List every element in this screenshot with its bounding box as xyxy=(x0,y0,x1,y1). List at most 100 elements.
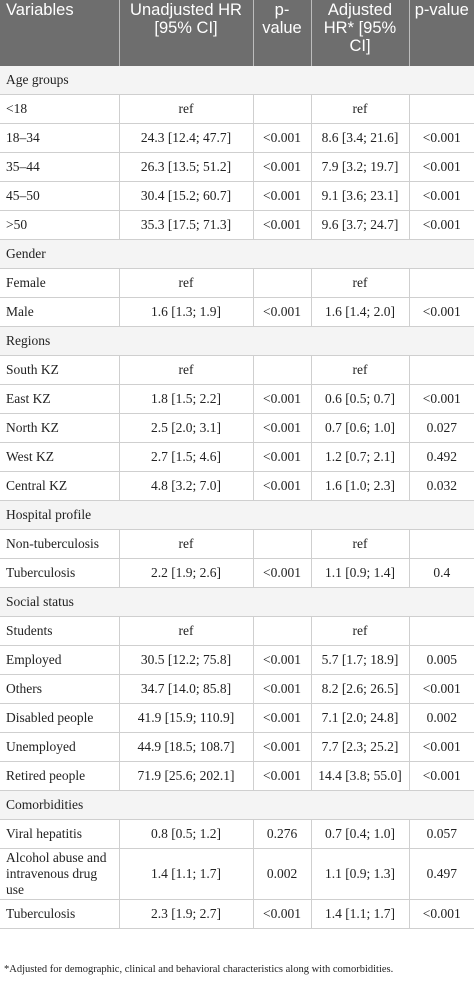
unadjusted-hr-cell: 0.8 [0.5; 1.2] xyxy=(119,819,254,849)
unadjusted-p-cell: <0.001 xyxy=(253,703,312,733)
adjusted-hr-cell: 8.6 [3.4; 21.6] xyxy=(311,123,410,153)
adjusted-hr-cell: 1.1 [0.9; 1.4] xyxy=(311,558,410,588)
table-row: Male 1.6 [1.3; 1.9] <0.001 1.6 [1.4; 2.0] <0… xyxy=(0,297,474,327)
table-row: <18 ref ref xyxy=(0,94,474,124)
unadjusted-hr-cell: 71.9 [25.6; 202.1] xyxy=(119,761,254,791)
row-label: West KZ xyxy=(0,442,120,472)
table-footnote: *Adjusted for demographic, clinical and … xyxy=(4,964,394,975)
row-label: Female xyxy=(0,268,120,298)
row-label: Others xyxy=(0,674,120,704)
table-row: Retired people 71.9 [25.6; 202.1] <0.001 14… xyxy=(0,761,474,791)
table-row: Tuberculosis 2.3 [1.9; 2.7] <0.001 1.4 [1.1… xyxy=(0,899,474,929)
unadjusted-hr-cell: 30.4 [15.2; 60.7] xyxy=(119,181,254,211)
row-label: 45–50 xyxy=(0,181,120,211)
adjusted-hr-cell: 14.4 [3.8; 55.0] xyxy=(311,761,410,791)
unadjusted-hr-cell: 26.3 [13.5; 51.2] xyxy=(119,152,254,182)
adjusted-hr-cell: 7.9 [3.2; 19.7] xyxy=(311,152,410,182)
adjusted-p-cell: 0.002 xyxy=(409,703,474,733)
adjusted-p-cell: 0.005 xyxy=(409,645,474,675)
adjusted-p-cell xyxy=(409,355,474,385)
unadjusted-hr-cell: 35.3 [17.5; 71.3] xyxy=(119,210,254,240)
table-row: South KZ ref ref xyxy=(0,355,474,385)
table-row: Students ref ref xyxy=(0,616,474,646)
table-row: 45–50 30.4 [15.2; 60.7] <0.001 9.1 [3.6; 23… xyxy=(0,181,474,211)
row-label: Tuberculosis xyxy=(0,558,120,588)
row-label: South KZ xyxy=(0,355,120,385)
adjusted-p-cell: <0.001 xyxy=(409,152,474,182)
unadjusted-hr-cell: 2.2 [1.9; 2.6] xyxy=(119,558,254,588)
group-label: Regions xyxy=(0,326,474,356)
row-label: Employed xyxy=(0,645,120,675)
adjusted-p-cell: <0.001 xyxy=(409,899,474,929)
adjusted-p-cell xyxy=(409,94,474,124)
row-label: Students xyxy=(0,616,120,646)
table-row: Viral hepatitis 0.8 [0.5; 1.2] 0.276 0.7 [0… xyxy=(0,819,474,849)
hazard-ratio-table: Variables Unadjusted HR [95% CI] p-value… xyxy=(0,0,474,929)
adjusted-hr-cell: 1.2 [0.7; 2.1] xyxy=(311,442,410,472)
adjusted-hr-cell: ref xyxy=(311,529,410,559)
unadjusted-hr-cell: 30.5 [12.2; 75.8] xyxy=(119,645,254,675)
unadjusted-p-cell: <0.001 xyxy=(253,645,312,675)
adjusted-p-cell xyxy=(409,268,474,298)
adjusted-p-cell: <0.001 xyxy=(409,297,474,327)
unadjusted-hr-cell: 2.5 [2.0; 3.1] xyxy=(119,413,254,443)
unadjusted-p-cell: <0.001 xyxy=(253,674,312,704)
unadjusted-p-cell: <0.001 xyxy=(253,471,312,501)
unadjusted-hr-cell: 1.6 [1.3; 1.9] xyxy=(119,297,254,327)
group-header-row: Age groups xyxy=(0,66,474,95)
adjusted-p-cell: <0.001 xyxy=(409,732,474,762)
row-label: Central KZ xyxy=(0,471,120,501)
row-label: Male xyxy=(0,297,120,327)
row-label: Alcohol abuse and intravenous drug use xyxy=(0,848,120,900)
adjusted-p-cell: 0.032 xyxy=(409,471,474,501)
table-row: West KZ 2.7 [1.5; 4.6] <0.001 1.2 [0.7; 2.1… xyxy=(0,442,474,472)
unadjusted-hr-cell: 2.7 [1.5; 4.6] xyxy=(119,442,254,472)
row-label: Non-tuberculosis xyxy=(0,529,120,559)
row-label: Viral hepatitis xyxy=(0,819,120,849)
table-row: Female ref ref xyxy=(0,268,474,298)
adjusted-hr-cell: 1.4 [1.1; 1.7] xyxy=(311,899,410,929)
table-row: Others 34.7 [14.0; 85.8] <0.001 8.2 [2.6; 2… xyxy=(0,674,474,704)
unadjusted-hr-cell: 1.4 [1.1; 1.7] xyxy=(119,848,254,900)
header-row: Variables Unadjusted HR [95% CI] p-value… xyxy=(0,0,474,66)
row-label: <18 xyxy=(0,94,120,124)
adjusted-hr-cell: 7.7 [2.3; 25.2] xyxy=(311,732,410,762)
unadjusted-p-cell: <0.001 xyxy=(253,558,312,588)
adjusted-p-cell: <0.001 xyxy=(409,384,474,414)
table-row: 35–44 26.3 [13.5; 51.2] <0.001 7.9 [3.2; 19… xyxy=(0,152,474,182)
group-label: Age groups xyxy=(0,66,474,95)
table-row: 18–34 24.3 [12.4; 47.7] <0.001 8.6 [3.4; 21… xyxy=(0,123,474,153)
table-row: East KZ 1.8 [1.5; 2.2] <0.001 0.6 [0.5; 0.7… xyxy=(0,384,474,414)
header-unadjusted-p: p-value xyxy=(253,0,312,66)
adjusted-p-cell: <0.001 xyxy=(409,181,474,211)
adjusted-hr-cell: ref xyxy=(311,616,410,646)
unadjusted-p-cell xyxy=(253,355,312,385)
unadjusted-p-cell: <0.001 xyxy=(253,384,312,414)
adjusted-hr-cell: ref xyxy=(311,94,410,124)
table-header: Variables Unadjusted HR [95% CI] p-value… xyxy=(0,0,474,66)
unadjusted-p-cell xyxy=(253,94,312,124)
unadjusted-hr-cell: ref xyxy=(119,616,254,646)
adjusted-p-cell: <0.001 xyxy=(409,123,474,153)
adjusted-hr-cell: 7.1 [2.0; 24.8] xyxy=(311,703,410,733)
group-header-row: Gender xyxy=(0,239,474,269)
header-variables: Variables xyxy=(0,0,120,66)
row-label: 35–44 xyxy=(0,152,120,182)
table-row: North KZ 2.5 [2.0; 3.1] <0.001 0.7 [0.6; 1.… xyxy=(0,413,474,443)
unadjusted-p-cell: <0.001 xyxy=(253,152,312,182)
row-label: Unemployed xyxy=(0,732,120,762)
adjusted-hr-cell: 9.6 [3.7; 24.7] xyxy=(311,210,410,240)
table-body: Age groups <18 ref ref 18–34 24.3 [12.4; 47.7… xyxy=(0,66,474,929)
unadjusted-p-cell: <0.001 xyxy=(253,297,312,327)
group-header-row: Comorbidities xyxy=(0,790,474,820)
unadjusted-p-cell: 0.002 xyxy=(253,848,312,900)
adjusted-p-cell: 0.057 xyxy=(409,819,474,849)
header-adjusted-hr: Adjusted HR* [95% CI] xyxy=(311,0,410,66)
table-row: Disabled people 41.9 [15.9; 110.9] <0.001 7… xyxy=(0,703,474,733)
row-label: Disabled people xyxy=(0,703,120,733)
table-row: Central KZ 4.8 [3.2; 7.0] <0.001 1.6 [1.0; … xyxy=(0,471,474,501)
group-label: Hospital profile xyxy=(0,500,474,530)
row-label: East KZ xyxy=(0,384,120,414)
group-header-row: Hospital profile xyxy=(0,500,474,530)
